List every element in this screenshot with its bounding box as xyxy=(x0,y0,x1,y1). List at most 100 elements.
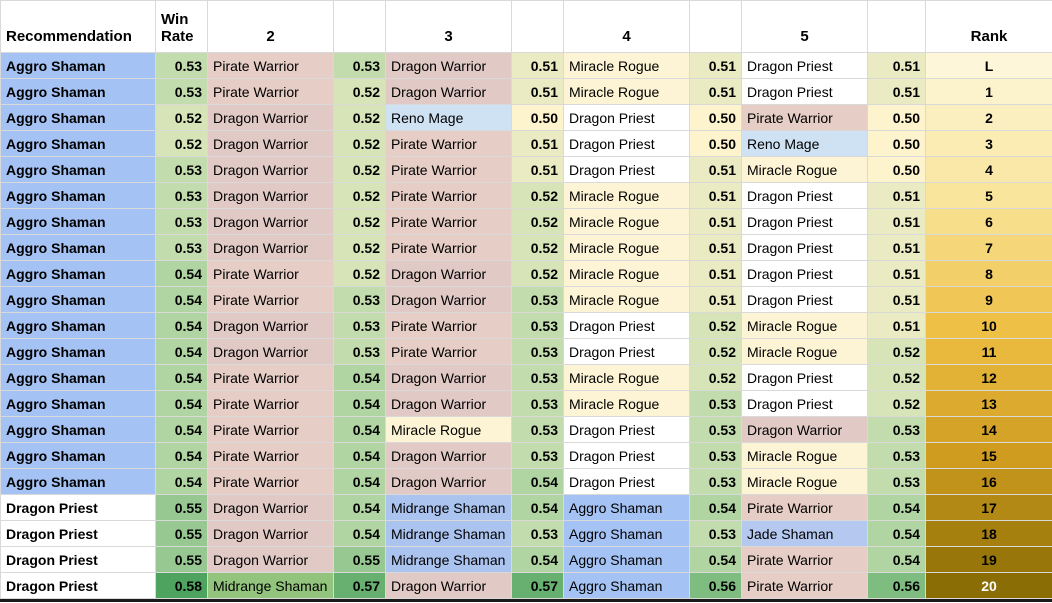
deck-cell[interactable]: Miracle Rogue xyxy=(563,52,690,79)
winrate-cell[interactable]: 0.54 xyxy=(155,468,208,495)
rank-cell[interactable]: 8 xyxy=(925,260,1052,287)
deck-cell[interactable]: Miracle Rogue xyxy=(741,468,868,495)
winrate-cell[interactable]: 0.51 xyxy=(511,52,564,79)
winrate-cell[interactable]: 0.54 xyxy=(333,520,386,547)
deck-cell[interactable]: Dragon Priest xyxy=(741,52,868,79)
deck-cell[interactable]: Dragon Warrior xyxy=(207,182,334,209)
winrate-cell[interactable]: 0.53 xyxy=(155,78,208,105)
rank-cell[interactable]: 20 xyxy=(925,572,1052,599)
winrate-cell[interactable]: 0.51 xyxy=(511,78,564,105)
deck-cell[interactable]: Pirate Warrior xyxy=(741,104,868,131)
rank-cell[interactable]: 4 xyxy=(925,156,1052,183)
recommendation-cell[interactable]: Aggro Shaman xyxy=(0,208,156,235)
winrate-cell[interactable]: 0.56 xyxy=(867,572,926,599)
deck-cell[interactable]: Dragon Priest xyxy=(741,364,868,391)
deck-cell[interactable]: Aggro Shaman xyxy=(563,494,690,521)
recommendation-cell[interactable]: Aggro Shaman xyxy=(0,468,156,495)
winrate-cell[interactable]: 0.53 xyxy=(511,338,564,365)
deck-cell[interactable]: Miracle Rogue xyxy=(563,286,690,313)
winrate-cell[interactable]: 0.53 xyxy=(155,182,208,209)
deck-cell[interactable]: Pirate Warrior xyxy=(385,234,512,261)
deck-cell[interactable]: Dragon Warrior xyxy=(207,208,334,235)
winrate-cell[interactable]: 0.54 xyxy=(333,390,386,417)
recommendation-cell[interactable]: Aggro Shaman xyxy=(0,312,156,339)
winrate-cell[interactable]: 0.52 xyxy=(689,338,742,365)
recommendation-cell[interactable]: Aggro Shaman xyxy=(0,130,156,157)
deck-cell[interactable]: Dragon Warrior xyxy=(385,390,512,417)
winrate-cell[interactable]: 0.53 xyxy=(867,442,926,469)
deck-cell[interactable]: Pirate Warrior xyxy=(207,416,334,443)
rank-cell[interactable]: 14 xyxy=(925,416,1052,443)
winrate-cell[interactable]: 0.54 xyxy=(333,364,386,391)
deck-cell[interactable]: Dragon Priest xyxy=(741,234,868,261)
deck-cell[interactable]: Pirate Warrior xyxy=(207,78,334,105)
deck-cell[interactable]: Dragon Warrior xyxy=(385,78,512,105)
winrate-cell[interactable]: 0.54 xyxy=(511,494,564,521)
deck-cell[interactable]: Jade Shaman xyxy=(741,520,868,547)
winrate-cell[interactable]: 0.51 xyxy=(867,260,926,287)
winrate-cell[interactable]: 0.53 xyxy=(511,312,564,339)
recommendation-cell[interactable]: Aggro Shaman xyxy=(0,234,156,261)
winrate-cell[interactable]: 0.54 xyxy=(689,546,742,573)
recommendation-cell[interactable]: Aggro Shaman xyxy=(0,156,156,183)
deck-cell[interactable]: Dragon Warrior xyxy=(207,104,334,131)
deck-cell[interactable]: Pirate Warrior xyxy=(207,260,334,287)
deck-cell[interactable]: Dragon Priest xyxy=(741,286,868,313)
rank-cell[interactable]: 3 xyxy=(925,130,1052,157)
winrate-cell[interactable]: 0.56 xyxy=(689,572,742,599)
winrate-cell[interactable]: 0.54 xyxy=(333,416,386,443)
header-col-3[interactable]: 3 xyxy=(385,0,512,53)
winrate-cell[interactable]: 0.52 xyxy=(867,390,926,417)
deck-cell[interactable]: Pirate Warrior xyxy=(385,130,512,157)
deck-cell[interactable]: Dragon Priest xyxy=(563,104,690,131)
deck-cell[interactable]: Miracle Rogue xyxy=(563,78,690,105)
deck-cell[interactable]: Reno Mage xyxy=(741,130,868,157)
deck-cell[interactable]: Dragon Warrior xyxy=(207,494,334,521)
winrate-cell[interactable]: 0.53 xyxy=(689,416,742,443)
winrate-cell[interactable]: 0.53 xyxy=(333,52,386,79)
winrate-cell[interactable]: 0.52 xyxy=(333,234,386,261)
deck-cell[interactable]: Dragon Warrior xyxy=(385,572,512,599)
winrate-cell[interactable]: 0.51 xyxy=(689,156,742,183)
winrate-cell[interactable]: 0.51 xyxy=(689,208,742,235)
deck-cell[interactable]: Pirate Warrior xyxy=(207,364,334,391)
deck-cell[interactable]: Dragon Warrior xyxy=(385,286,512,313)
rank-cell[interactable]: 7 xyxy=(925,234,1052,261)
winrate-cell[interactable]: 0.50 xyxy=(867,104,926,131)
winrate-cell[interactable]: 0.53 xyxy=(689,442,742,469)
recommendation-cell[interactable]: Dragon Priest xyxy=(0,572,156,599)
rank-cell[interactable]: 6 xyxy=(925,208,1052,235)
winrate-cell[interactable]: 0.53 xyxy=(689,390,742,417)
recommendation-cell[interactable]: Aggro Shaman xyxy=(0,338,156,365)
winrate-cell[interactable]: 0.53 xyxy=(689,468,742,495)
winrate-cell[interactable]: 0.52 xyxy=(333,130,386,157)
winrate-cell[interactable]: 0.51 xyxy=(867,208,926,235)
rank-cell[interactable]: 18 xyxy=(925,520,1052,547)
winrate-cell[interactable]: 0.50 xyxy=(689,130,742,157)
deck-cell[interactable]: Aggro Shaman xyxy=(563,520,690,547)
winrate-cell[interactable]: 0.54 xyxy=(867,494,926,521)
winrate-cell[interactable]: 0.53 xyxy=(511,390,564,417)
winrate-cell[interactable]: 0.53 xyxy=(155,156,208,183)
deck-cell[interactable]: Miracle Rogue xyxy=(385,416,512,443)
header-col-5[interactable]: 5 xyxy=(741,0,868,53)
winrate-cell[interactable]: 0.54 xyxy=(155,312,208,339)
winrate-cell[interactable]: 0.54 xyxy=(511,546,564,573)
winrate-cell[interactable]: 0.54 xyxy=(511,468,564,495)
deck-cell[interactable]: Pirate Warrior xyxy=(385,156,512,183)
winrate-cell[interactable]: 0.54 xyxy=(155,364,208,391)
header-blank-2[interactable] xyxy=(511,0,564,53)
winrate-cell[interactable]: 0.52 xyxy=(333,208,386,235)
recommendation-cell[interactable]: Aggro Shaman xyxy=(0,364,156,391)
recommendation-cell[interactable]: Aggro Shaman xyxy=(0,286,156,313)
deck-cell[interactable]: Midrange Shaman xyxy=(385,546,512,573)
winrate-cell[interactable]: 0.51 xyxy=(867,78,926,105)
deck-cell[interactable]: Dragon Priest xyxy=(741,390,868,417)
deck-cell[interactable]: Pirate Warrior xyxy=(385,312,512,339)
winrate-cell[interactable]: 0.54 xyxy=(155,260,208,287)
winrate-cell[interactable]: 0.52 xyxy=(511,182,564,209)
deck-cell[interactable]: Miracle Rogue xyxy=(563,234,690,261)
winrate-cell[interactable]: 0.55 xyxy=(155,546,208,573)
winrate-cell[interactable]: 0.51 xyxy=(867,286,926,313)
deck-cell[interactable]: Dragon Warrior xyxy=(385,260,512,287)
